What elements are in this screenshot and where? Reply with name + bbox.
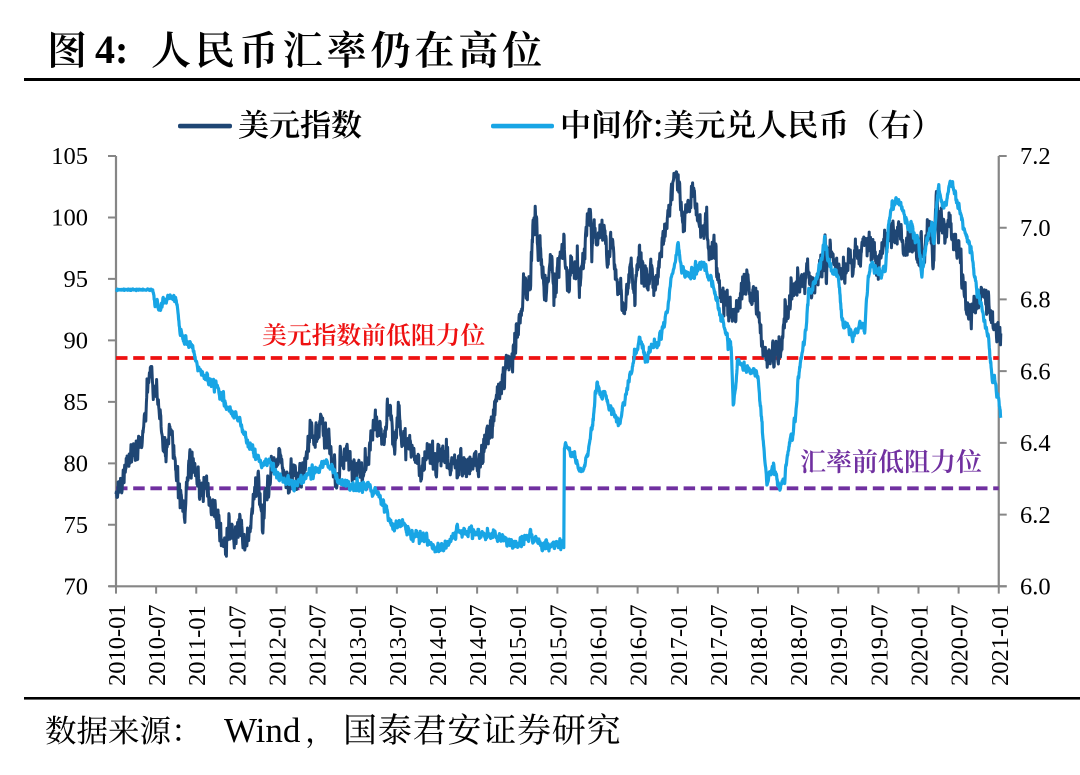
svg-text:2021-01: 2021-01 (987, 604, 1014, 686)
svg-text:2013-07: 2013-07 (385, 604, 412, 686)
svg-text:6.6: 6.6 (1020, 358, 1051, 385)
svg-text:2011-01: 2011-01 (184, 605, 211, 686)
svg-text:6.8: 6.8 (1020, 287, 1051, 314)
svg-text:2012-07: 2012-07 (305, 604, 332, 686)
svg-text:2019-07: 2019-07 (866, 604, 893, 686)
svg-text:2018-01: 2018-01 (746, 604, 773, 686)
svg-text:85: 85 (64, 389, 89, 416)
svg-text:2020-07: 2020-07 (947, 604, 974, 686)
svg-text:80: 80 (64, 451, 89, 478)
svg-text:2018-07: 2018-07 (786, 604, 813, 686)
svg-text:2015-07: 2015-07 (545, 604, 572, 686)
svg-text:2011-07: 2011-07 (224, 605, 251, 686)
svg-text:75: 75 (64, 512, 89, 539)
svg-text:2014-01: 2014-01 (425, 604, 452, 686)
svg-text:2019-01: 2019-01 (826, 604, 853, 686)
svg-text:2020-01: 2020-01 (907, 604, 934, 686)
svg-text:2012-01: 2012-01 (265, 604, 292, 686)
svg-text:2010-01: 2010-01 (104, 604, 131, 686)
svg-text:90: 90 (64, 328, 89, 355)
svg-text:70: 70 (64, 574, 89, 601)
svg-text:2014-07: 2014-07 (465, 604, 492, 686)
svg-text:95: 95 (64, 266, 89, 293)
svg-text:6.4: 6.4 (1020, 430, 1051, 457)
svg-text:6.0: 6.0 (1020, 574, 1051, 601)
svg-text:7.0: 7.0 (1020, 215, 1051, 242)
svg-text:105: 105 (51, 143, 88, 170)
svg-text:2016-07: 2016-07 (626, 604, 653, 686)
svg-text:7.2: 7.2 (1020, 143, 1051, 170)
svg-text:100: 100 (51, 205, 88, 232)
svg-text:2017-07: 2017-07 (706, 604, 733, 686)
svg-text:4:: 4: (95, 27, 128, 72)
svg-text:2013-01: 2013-01 (345, 604, 372, 686)
svg-text:2015-01: 2015-01 (505, 604, 532, 686)
svg-text:2016-01: 2016-01 (586, 604, 613, 686)
svg-text:2010-07: 2010-07 (144, 604, 171, 686)
svg-text:Wind: Wind (224, 711, 301, 750)
svg-text:2017-01: 2017-01 (666, 604, 693, 686)
svg-text:6.2: 6.2 (1020, 502, 1051, 529)
